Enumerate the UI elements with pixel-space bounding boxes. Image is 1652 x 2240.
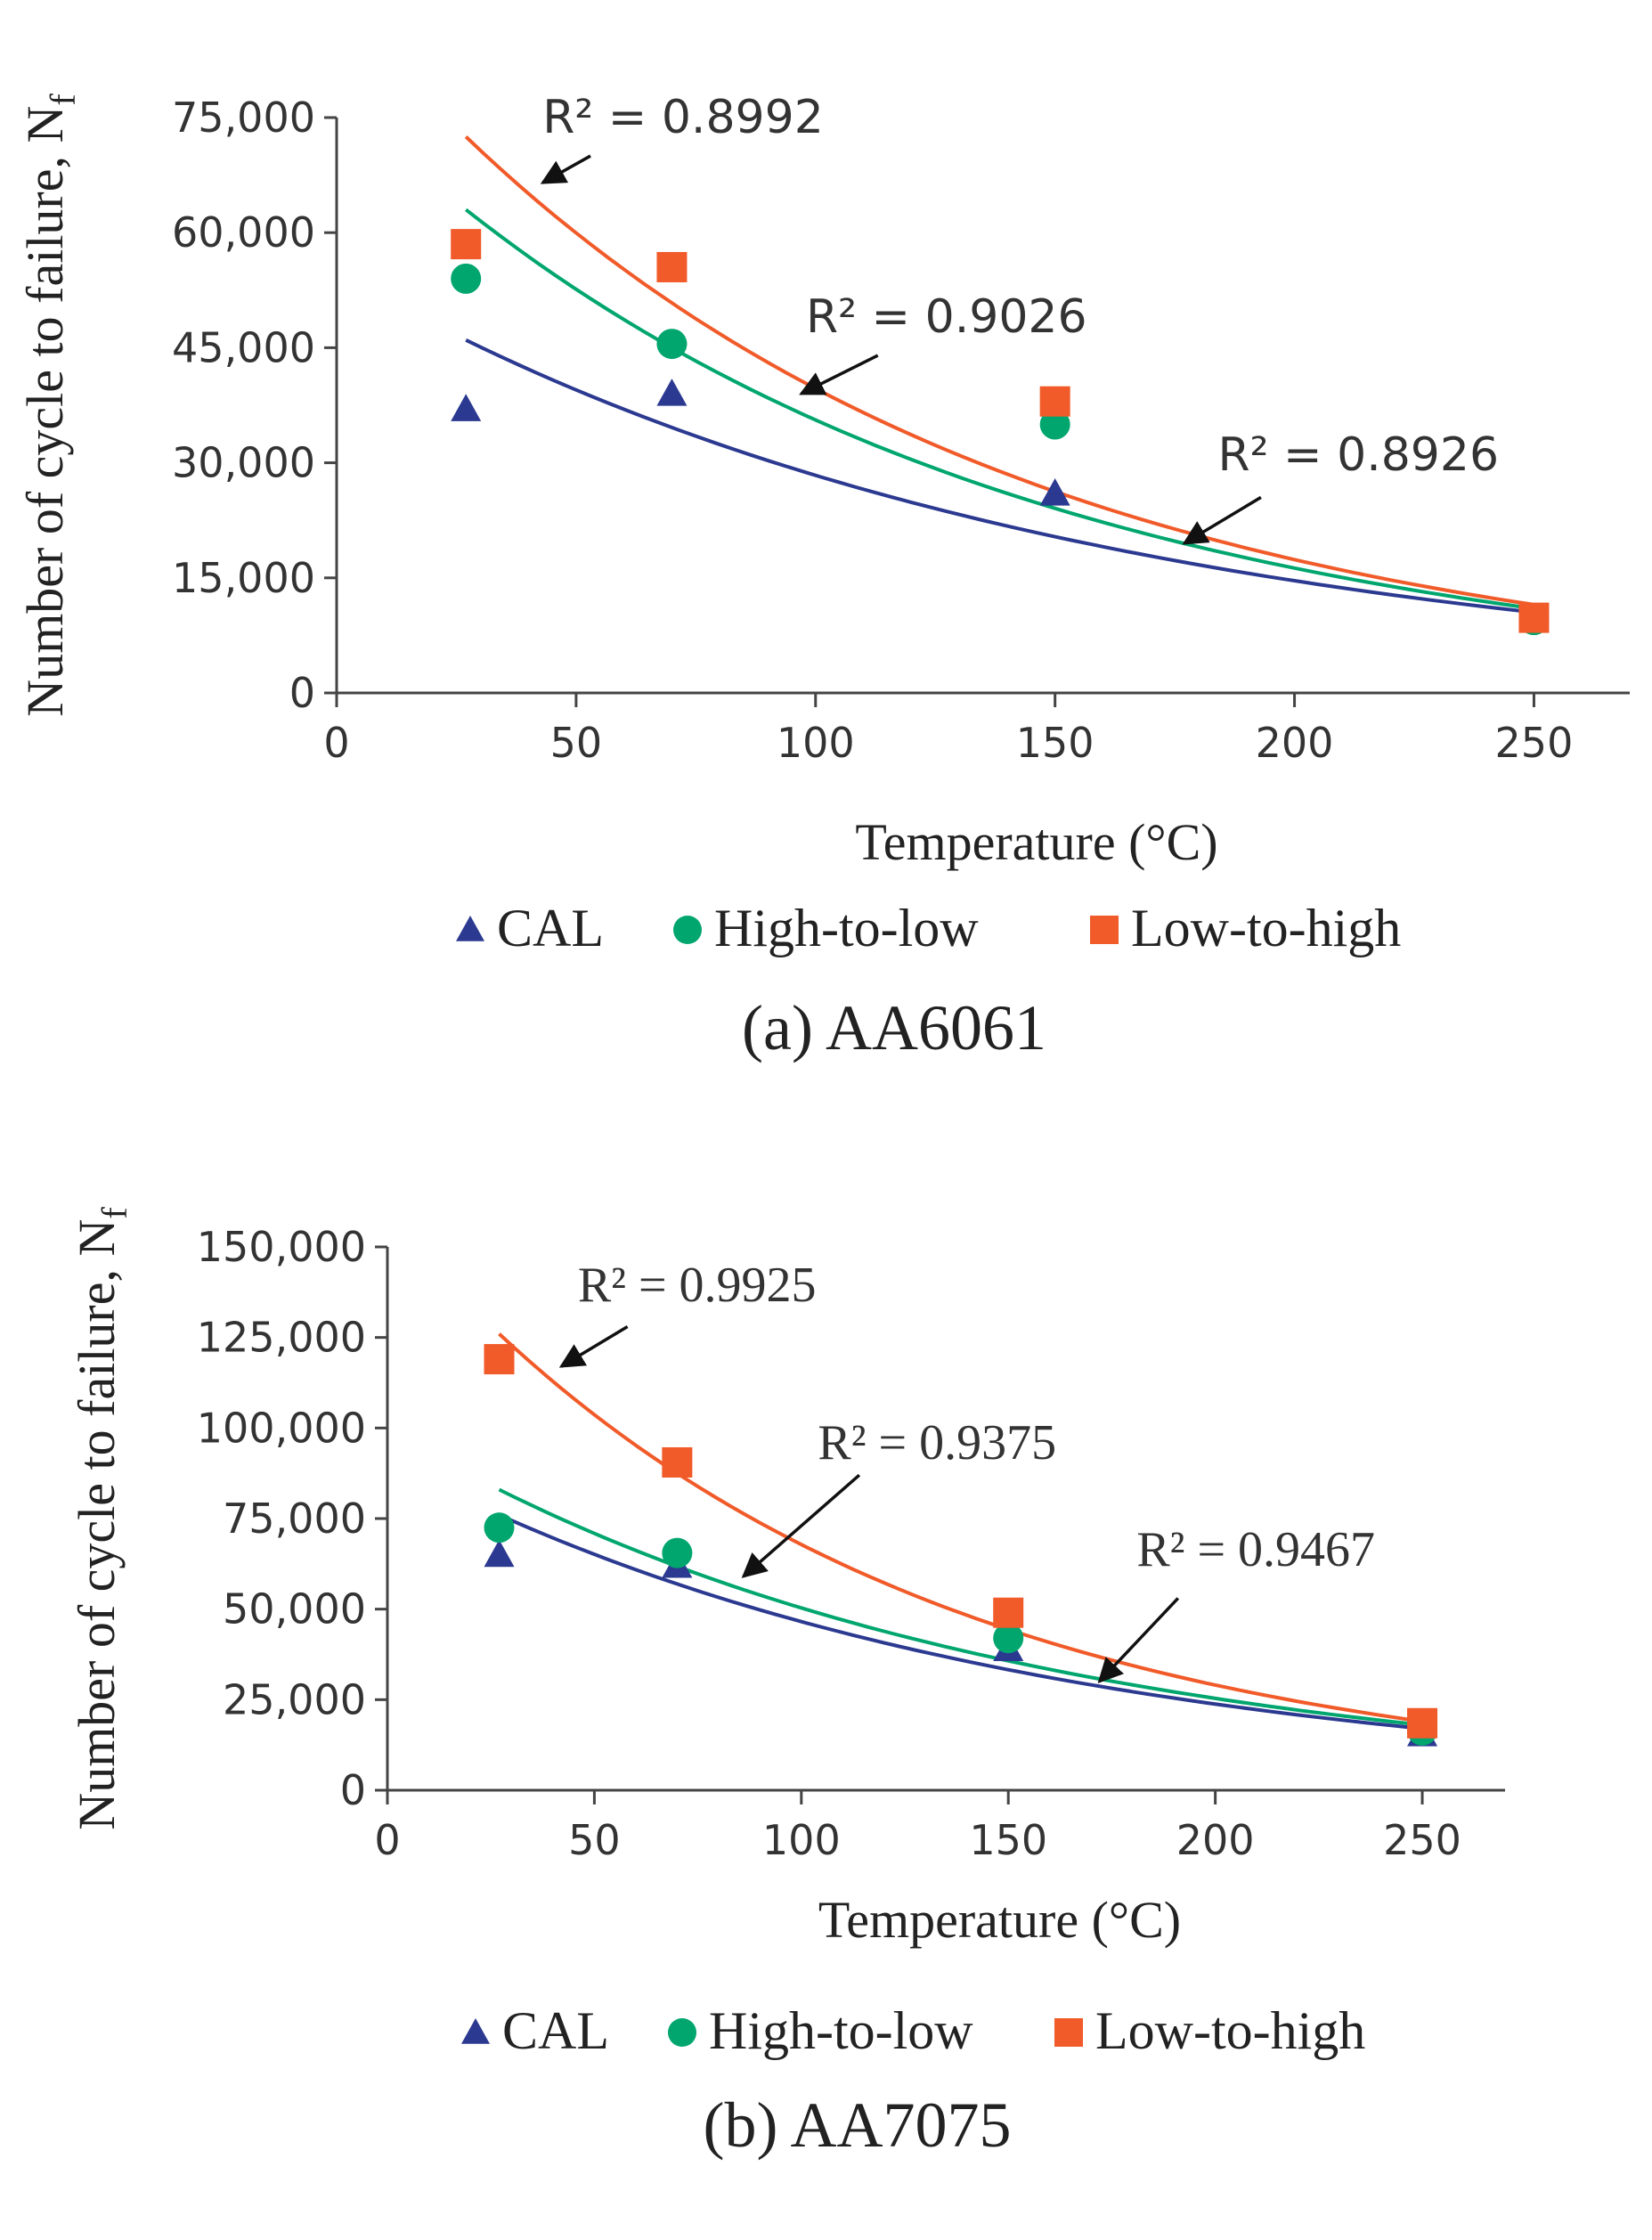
- y-axis-title-subscript: f: [43, 94, 83, 106]
- trendline-cal: [465, 338, 1534, 615]
- legend-marker-high-to-low: [673, 916, 702, 944]
- annotation-arrow: [540, 154, 591, 184]
- data-point-high-to-low: [1039, 409, 1070, 440]
- data-point-low-to-high: [993, 1597, 1024, 1628]
- x-tick-label: 0: [323, 719, 349, 767]
- y-tick-label: 100,000: [197, 1404, 366, 1452]
- x-tick-label: 200: [1176, 1816, 1255, 1864]
- legend-marker-low-to-high: [1054, 2018, 1083, 2047]
- legend-label-high-to-low: High-to-low: [714, 899, 979, 957]
- data-point-low-to-high: [662, 1446, 693, 1478]
- data-point-high-to-low: [656, 329, 688, 360]
- chart-aa7075: 0 25,000 50,000 75,000 100,000 125,000 150,000…: [68, 1207, 1505, 2161]
- y-tick-label: 75,000: [172, 94, 315, 142]
- trendline-high-to-low: [464, 208, 1534, 611]
- data-point-low-to-high: [451, 229, 482, 260]
- data-point-low-to-high: [656, 251, 688, 282]
- legend-label-low-to-high: Low-to-high: [1095, 2001, 1365, 2060]
- y-axis-title: Number of cycle to failure, Nf: [16, 94, 83, 717]
- legend-label-low-to-high: Low-to-high: [1131, 899, 1401, 957]
- y-tick-label: 50,000: [223, 1585, 366, 1633]
- trendline-high-to-low: [498, 1487, 1423, 1727]
- y-tick-label: 60,000: [172, 208, 315, 257]
- chart-aa6061: 0 15,000 30,000 45,000 60,000 75,000 0 50 100 150…: [16, 91, 1630, 1063]
- x-tick-label: 100: [777, 719, 855, 767]
- y-tick-label: 75,000: [223, 1495, 366, 1543]
- x-tick-label: 200: [1256, 719, 1334, 767]
- trendline-low-to-high: [498, 1332, 1423, 1723]
- annotation-arrow: [1097, 1597, 1180, 1684]
- y-tick-label: 0: [289, 669, 315, 717]
- legend-marker-high-to-low: [668, 2018, 696, 2047]
- data-point-high-to-low: [451, 263, 482, 294]
- trendline-cal: [498, 1513, 1423, 1731]
- x-tick-label: 0: [374, 1816, 400, 1864]
- data-point-cal: [451, 394, 482, 421]
- r-squared-label: R² = 0.9375: [818, 1415, 1056, 1470]
- r-squared-label: R² = 0.8926: [1218, 428, 1500, 482]
- y-axis-title-subscript: f: [94, 1207, 134, 1219]
- annotation-arrow: [558, 1324, 629, 1368]
- data-point-high-to-low: [993, 1623, 1024, 1654]
- y-tick-label: 45,000: [172, 323, 315, 371]
- data-point-low-to-high: [1407, 1707, 1438, 1739]
- x-tick-label: 250: [1383, 1816, 1461, 1864]
- x-axis-title: Temperature (°C): [818, 1891, 1181, 1949]
- x-axis-title: Temperature (°C): [855, 813, 1217, 871]
- data-point-low-to-high: [1039, 386, 1070, 417]
- trendline-low-to-high: [464, 135, 1534, 607]
- y-axis-title-main: Number of cycle to failure, N: [16, 106, 74, 717]
- legend-label-cal: CAL: [502, 2001, 609, 2060]
- annotation-arrow: [741, 1473, 861, 1578]
- x-tick-label: 50: [568, 1816, 621, 1864]
- legend-marker-cal: [461, 2018, 490, 2044]
- data-point-cal: [484, 1539, 515, 1568]
- y-tick-label: 125,000: [197, 1314, 366, 1362]
- figure-caption: (a) AA6061: [742, 992, 1046, 1063]
- r-squared-label: R² = 0.8992: [542, 91, 824, 144]
- legend-marker-cal: [456, 916, 484, 941]
- x-tick-label: 150: [969, 1816, 1047, 1864]
- figure-caption: (b) AA7075: [704, 2089, 1012, 2161]
- r-squared-label: R² = 0.9026: [806, 290, 1087, 344]
- annotation-arrow: [1182, 495, 1262, 545]
- legend-marker-low-to-high: [1090, 916, 1119, 944]
- y-tick-label: 30,000: [172, 439, 315, 487]
- y-tick-label: 15,000: [172, 554, 315, 602]
- annotation-arrow: [799, 354, 879, 395]
- data-point-high-to-low: [662, 1537, 693, 1568]
- y-axis-title: Number of cycle to failure, Nf: [68, 1207, 134, 1830]
- r-squared-label: R² = 0.9925: [578, 1258, 817, 1313]
- data-point-cal: [656, 379, 688, 406]
- y-tick-label: 150,000: [197, 1223, 366, 1271]
- data-point-cal: [1039, 478, 1070, 506]
- x-tick-label: 250: [1495, 719, 1574, 767]
- x-tick-label: 100: [762, 1816, 841, 1864]
- data-point-low-to-high: [484, 1344, 515, 1375]
- y-tick-label: 25,000: [223, 1675, 366, 1723]
- data-point-low-to-high: [1518, 602, 1550, 633]
- x-tick-label: 50: [550, 719, 603, 767]
- legend-label-high-to-low: High-to-low: [709, 2001, 973, 2060]
- legend-label-cal: CAL: [497, 899, 604, 957]
- x-tick-label: 150: [1016, 719, 1095, 767]
- r-squared-label: R² = 0.9467: [1136, 1522, 1375, 1577]
- data-point-high-to-low: [484, 1512, 515, 1544]
- y-tick-label: 0: [340, 1766, 366, 1814]
- y-axis-title-main: Number of cycle to failure, N: [68, 1219, 126, 1830]
